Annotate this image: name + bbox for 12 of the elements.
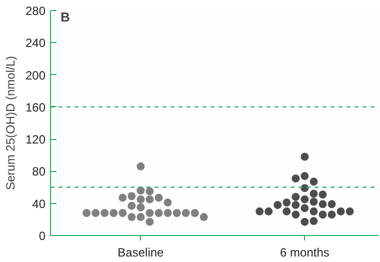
y-tick-label: 160 — [25, 100, 46, 114]
y-tick-label: 0 — [38, 229, 46, 243]
y-axis-title: Serum 25(OH)D (nmol/L) — [3, 56, 18, 190]
y-tick-label: 280 — [25, 4, 46, 18]
y-tick-label: 200 — [25, 68, 46, 82]
y-tick-label: 120 — [25, 132, 46, 147]
y-tick-label: 240 — [25, 36, 46, 50]
x-tick-label: 6 months — [280, 246, 330, 260]
x-tick-label: Baseline — [118, 246, 164, 260]
y-tick-label: 80 — [32, 164, 46, 179]
y-tick-label: 40 — [32, 196, 46, 211]
annotation: B — [60, 10, 70, 24]
